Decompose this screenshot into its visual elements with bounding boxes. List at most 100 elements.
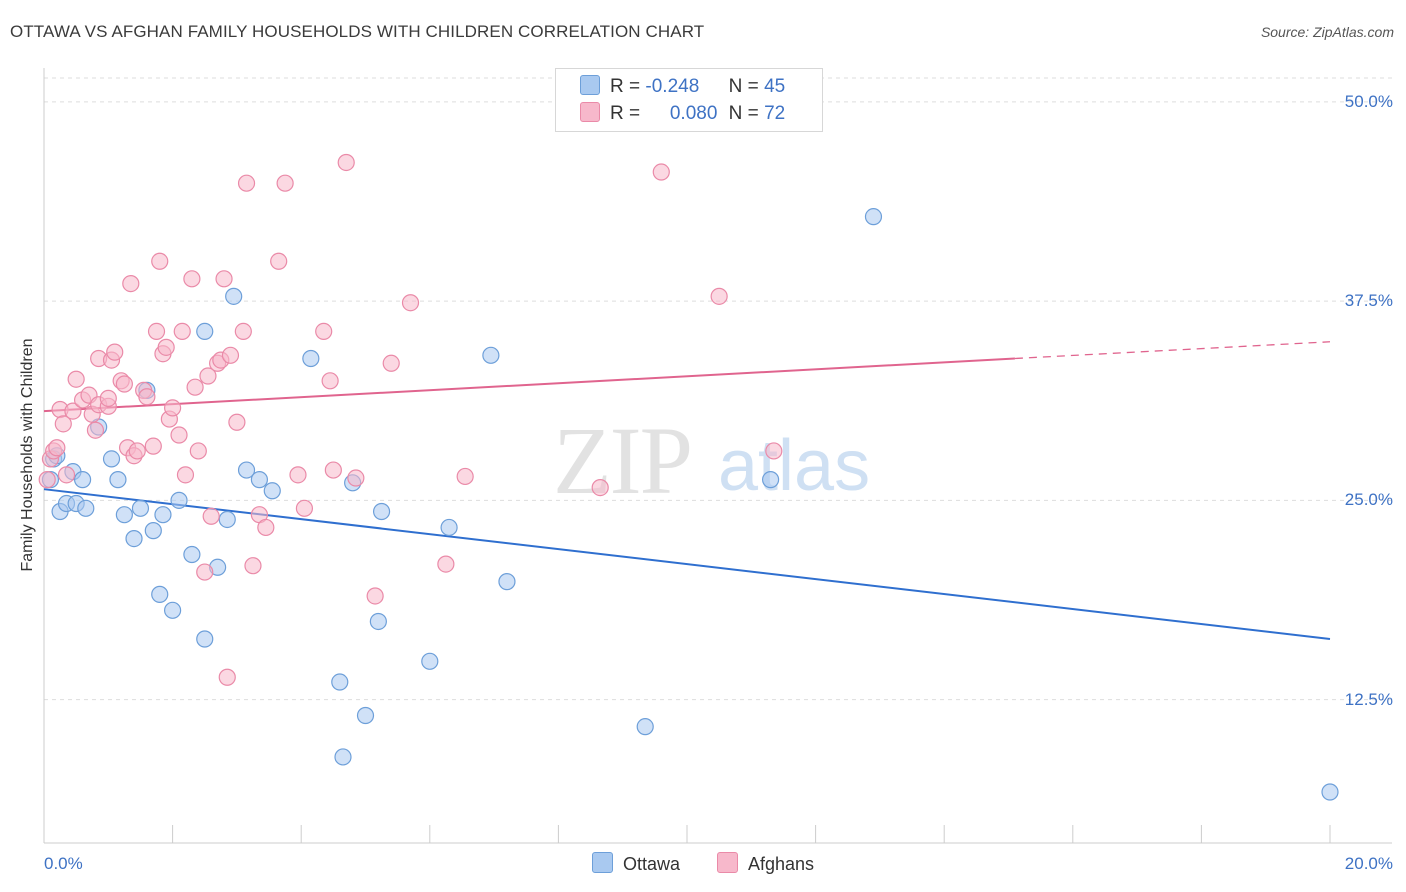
trend-lines <box>43 341 1331 640</box>
point-afghan <box>173 322 191 341</box>
point-afghan <box>234 322 252 341</box>
point-afghan <box>183 270 201 288</box>
y-tick-label: 50.0% <box>1344 91 1393 111</box>
x-tick-label-min: 0.0% <box>44 854 83 873</box>
point-ottawa <box>154 506 172 524</box>
r-label: R = <box>610 103 641 124</box>
point-afghan <box>437 555 455 573</box>
legend-label-ottawa: Ottawa <box>622 854 680 874</box>
point-ottawa <box>170 491 188 509</box>
legend-item-ottawa[interactable]: Ottawa <box>591 852 680 875</box>
stats-row-afghans: R = 0.080 N = 72 <box>580 101 785 127</box>
ottawa-legend-swatch <box>591 852 613 873</box>
point-afghan <box>218 668 236 686</box>
point-afghan <box>652 163 670 181</box>
x-tick-label-max: 20.0% <box>1344 854 1393 873</box>
point-afghan <box>199 367 217 385</box>
point-afghan <box>99 389 117 407</box>
r-label: R = <box>610 76 641 97</box>
point-ottawa <box>356 706 375 725</box>
point-afghan <box>176 466 195 484</box>
point-afghan <box>401 294 420 312</box>
stats-box: R = -0.248 N = 45 R = 0.080 N = 72 <box>555 68 823 132</box>
point-afghan <box>202 507 220 525</box>
point-afghan <box>147 322 166 341</box>
point-ottawa <box>440 518 458 537</box>
point-ottawa <box>131 499 150 517</box>
point-afghan <box>366 587 384 605</box>
point-afghan <box>237 174 256 192</box>
point-afghan <box>151 252 169 270</box>
point-afghan <box>591 478 609 497</box>
point-afghan <box>196 563 214 581</box>
trend-line-afghans <box>43 357 1015 413</box>
point-afghan <box>106 343 124 361</box>
point-afghan <box>164 399 182 417</box>
point-afghan <box>57 466 76 484</box>
point-afghan <box>86 421 105 439</box>
point-ottawa <box>482 346 500 364</box>
stats-row-ottawa: R = -0.248 N = 45 <box>580 74 785 100</box>
y-tick-label: 37.5% <box>1344 291 1393 311</box>
point-afghan <box>315 322 333 341</box>
legend-label-afghans: Afghans <box>747 854 815 874</box>
point-ottawa <box>73 471 92 489</box>
point-ottawa <box>331 673 349 691</box>
point-ottawa <box>183 545 201 564</box>
point-afghan <box>122 274 140 293</box>
afghans-legend-swatch <box>716 852 738 873</box>
afghans-swatch <box>580 102 600 122</box>
point-afghan <box>157 338 175 356</box>
afghans-n-value: 72 <box>764 103 786 124</box>
point-afghan <box>324 461 342 479</box>
point-afghan <box>221 346 240 364</box>
point-ottawa <box>498 573 516 591</box>
point-afghan <box>270 252 288 270</box>
point-ottawa <box>334 748 352 766</box>
point-ottawa <box>77 499 95 517</box>
y-tick-label: 25.0% <box>1344 490 1393 510</box>
point-ottawa <box>263 482 281 500</box>
point-ottawa <box>109 471 127 489</box>
point-afghan <box>64 402 82 420</box>
point-ottawa <box>115 506 133 524</box>
point-afghan <box>54 415 72 433</box>
n-label: N = <box>728 103 759 124</box>
point-ottawa <box>302 349 320 368</box>
point-afghan <box>244 557 262 575</box>
data-points <box>38 153 1339 801</box>
point-afghan <box>276 174 294 192</box>
ottawa-swatch <box>580 75 600 95</box>
point-ottawa <box>196 322 214 341</box>
point-ottawa <box>218 510 236 529</box>
point-ottawa <box>164 601 182 619</box>
point-afghan <box>128 442 146 460</box>
point-afghan <box>38 471 56 489</box>
source-label: Source: ZipAtlas.com <box>1260 24 1394 40</box>
point-ottawa <box>864 208 883 226</box>
gridlines <box>44 77 1392 701</box>
point-afghan <box>257 518 275 537</box>
point-afghan <box>321 372 339 390</box>
watermark-zip: ZIP <box>553 407 693 514</box>
point-afghan <box>337 153 355 172</box>
point-afghan <box>67 370 85 388</box>
point-afghan <box>347 469 365 487</box>
point-afghan <box>170 426 188 444</box>
point-ottawa <box>225 287 243 305</box>
point-afghan <box>765 442 783 460</box>
legend: Ottawa Afghans <box>0 852 1406 875</box>
point-afghan <box>228 413 246 431</box>
ottawa-n-value: 45 <box>764 76 786 97</box>
chart-title: OTTAWA VS AFGHAN FAMILY HOUSEHOLDS WITH … <box>10 22 705 41</box>
trend-line-ottawa <box>43 488 1331 640</box>
legend-item-afghans[interactable]: Afghans <box>716 852 815 875</box>
point-ottawa <box>421 652 439 670</box>
point-ottawa <box>1321 783 1339 801</box>
afghans-r-value: 0.080 <box>669 103 718 124</box>
point-afghan <box>138 388 156 406</box>
point-afghan <box>144 437 162 455</box>
n-label: N = <box>728 76 759 97</box>
point-afghan <box>186 378 204 396</box>
point-ottawa <box>144 522 162 540</box>
